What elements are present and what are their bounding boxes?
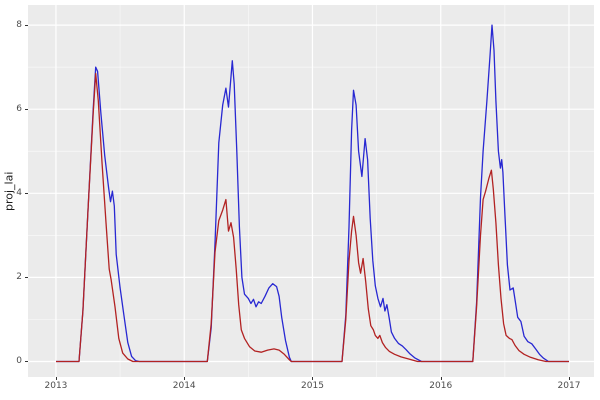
y-tick-label: 6 (16, 103, 22, 114)
y-tick-mark (25, 109, 28, 111)
x-tick-mark (184, 377, 186, 380)
x-tick-label: 2013 (44, 381, 68, 391)
plot-panel (28, 5, 594, 377)
series-line-blue-series (56, 24, 569, 363)
x-tick-label: 2014 (172, 381, 196, 391)
x-tick-mark (568, 377, 570, 380)
y-tick-mark (25, 361, 28, 363)
y-tick-mark (25, 25, 28, 27)
y-tick-mark (25, 193, 28, 195)
x-tick-mark (440, 377, 442, 380)
x-tick-mark (312, 377, 314, 380)
y-tick-mark (25, 277, 28, 279)
y-tick-label: 2 (16, 271, 22, 282)
x-tick-label: 2015 (301, 381, 324, 391)
y-tick-label: 4 (16, 187, 22, 198)
y-tick-label: 0 (16, 355, 22, 366)
series-line-red-series (56, 72, 569, 363)
x-tick-mark (55, 377, 57, 380)
x-tick-label: 2017 (557, 381, 581, 391)
y-tick-label: 8 (16, 19, 22, 30)
x-tick-label: 2016 (429, 381, 453, 391)
plot-canvas (28, 5, 594, 377)
